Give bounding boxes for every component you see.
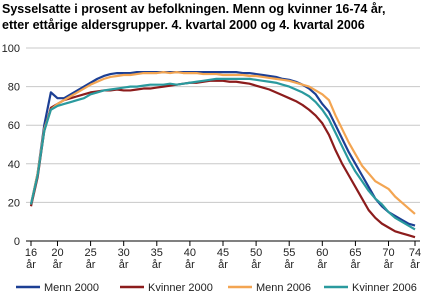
y-tick-label: 40 [8, 159, 20, 171]
x-tick-label-line: år [152, 259, 162, 271]
y-tick-label: 60 [8, 120, 20, 132]
x-tick-label-line: 35 [151, 247, 163, 259]
x-tick-label-line: 40 [184, 247, 196, 259]
x-tick-label-line: 45 [217, 247, 229, 259]
legend-label: Kvinner 2000 [148, 282, 213, 294]
x-tick-label-line: 70 [382, 247, 394, 259]
y-tick-label: 80 [8, 82, 20, 94]
x-tick-label-line: år [185, 259, 195, 271]
x-tick-label-line: år [251, 259, 261, 271]
x-tick-label-line: 30 [118, 247, 130, 259]
x-tick-label-line: år [317, 259, 327, 271]
line [29, 71, 416, 227]
x-tick-label-line: 60 [316, 247, 328, 259]
chart-title: Sysselsatte i prosent av befolkningen. M… [2, 2, 385, 16]
x-tick-label: 45 år [217, 247, 229, 271]
x-tick-label: 35 år [151, 247, 163, 271]
line [29, 77, 416, 231]
x-tick-label-line: år [86, 259, 96, 271]
y-tick-label: 100 [2, 43, 20, 55]
x-tick-label: 70 år [382, 247, 394, 271]
x-tick-label: 16 år [25, 247, 37, 271]
x-tick-label-line: år [53, 259, 63, 271]
x-tick-label: 25 år [84, 247, 96, 271]
x-tick-label-line: 16 [25, 247, 37, 259]
x-tick-label-line: år [384, 259, 394, 271]
x-tick-label-line: år [351, 259, 361, 271]
x-tick-label-line: år [284, 259, 294, 271]
x-tick-label-line: 50 [250, 247, 262, 259]
line [29, 71, 416, 215]
chart-title: etter ettårige aldersgrupper. 4. kvartal… [2, 18, 365, 32]
legend-label: Menn 2006 [256, 282, 311, 294]
x-tick-label-line: 65 [349, 247, 361, 259]
x-tick-label-line: år [218, 259, 228, 271]
x-tick-label: 30 år [118, 247, 130, 271]
y-tick-label: 0 [14, 236, 20, 248]
x-tick-label: 20 år [51, 247, 63, 271]
x-tick-label: 40 år [184, 247, 196, 271]
line [29, 79, 416, 239]
x-tick-label: 60 år [316, 247, 328, 271]
x-tick-label-line: 25 [84, 247, 96, 259]
legend-label: Menn 2000 [44, 282, 99, 294]
y-tick-label: 20 [8, 197, 20, 209]
x-tick-label-line: 55 [283, 247, 295, 259]
x-tick-label: 50 år [250, 247, 262, 271]
x-tick-label-line: år [119, 259, 129, 271]
x-tick-label-line: 20 [51, 247, 63, 259]
x-tick-label: 65 år [349, 247, 361, 271]
x-tick-label: 55 år [283, 247, 295, 271]
x-tick-label: 74 år [409, 247, 421, 271]
x-tick-label-line: år [410, 259, 420, 271]
legend-label: Kvinner 2006 [352, 282, 417, 294]
x-tick-label-line: år [26, 259, 36, 271]
x-tick-label-line: 74 [409, 247, 421, 259]
